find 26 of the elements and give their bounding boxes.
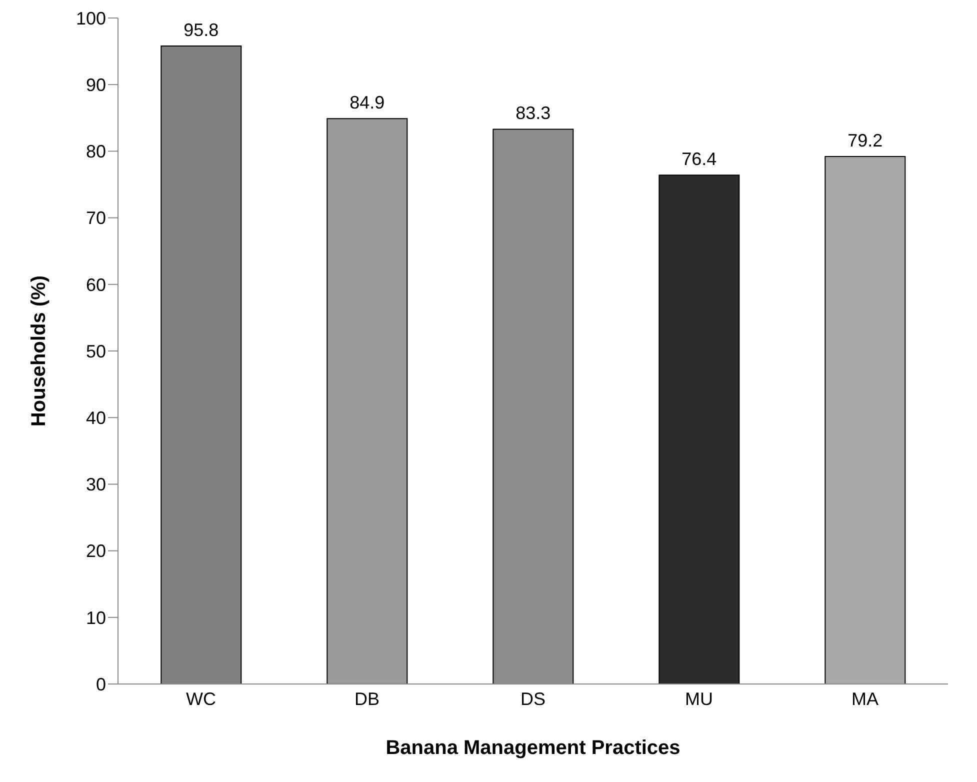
y-tick-label: 30: [86, 474, 106, 495]
bar: [326, 118, 408, 684]
x-tick-label: DS: [520, 688, 546, 709]
y-tick-label: 100: [76, 8, 106, 28]
y-tick-label: 80: [86, 142, 106, 162]
bar: [658, 174, 740, 684]
data-label: 95.8: [184, 20, 219, 40]
data-label: 76.4: [682, 149, 717, 170]
y-tick-label: 0: [96, 674, 106, 694]
y-tick-label: 50: [86, 341, 106, 362]
data-label: 84.9: [350, 92, 385, 113]
y-axis-title: Households (%): [28, 275, 50, 427]
x-tick-label: WC: [186, 688, 216, 709]
data-label: 79.2: [848, 130, 883, 151]
x-tick-label: DB: [354, 688, 380, 709]
bar: [824, 156, 906, 684]
x-tick-label: MA: [852, 688, 878, 709]
y-tick-label: 40: [86, 408, 106, 428]
x-axis-title: Banana Management Practices: [386, 737, 680, 759]
x-tick-label: MU: [685, 688, 713, 709]
y-tick-label: 60: [86, 274, 106, 295]
y-tick-label: 10: [86, 608, 106, 628]
data-label: 83.3: [516, 103, 551, 124]
y-tick-label: 90: [86, 74, 106, 95]
y-tick-label: 20: [86, 541, 106, 562]
y-tick-label: 70: [86, 208, 106, 228]
